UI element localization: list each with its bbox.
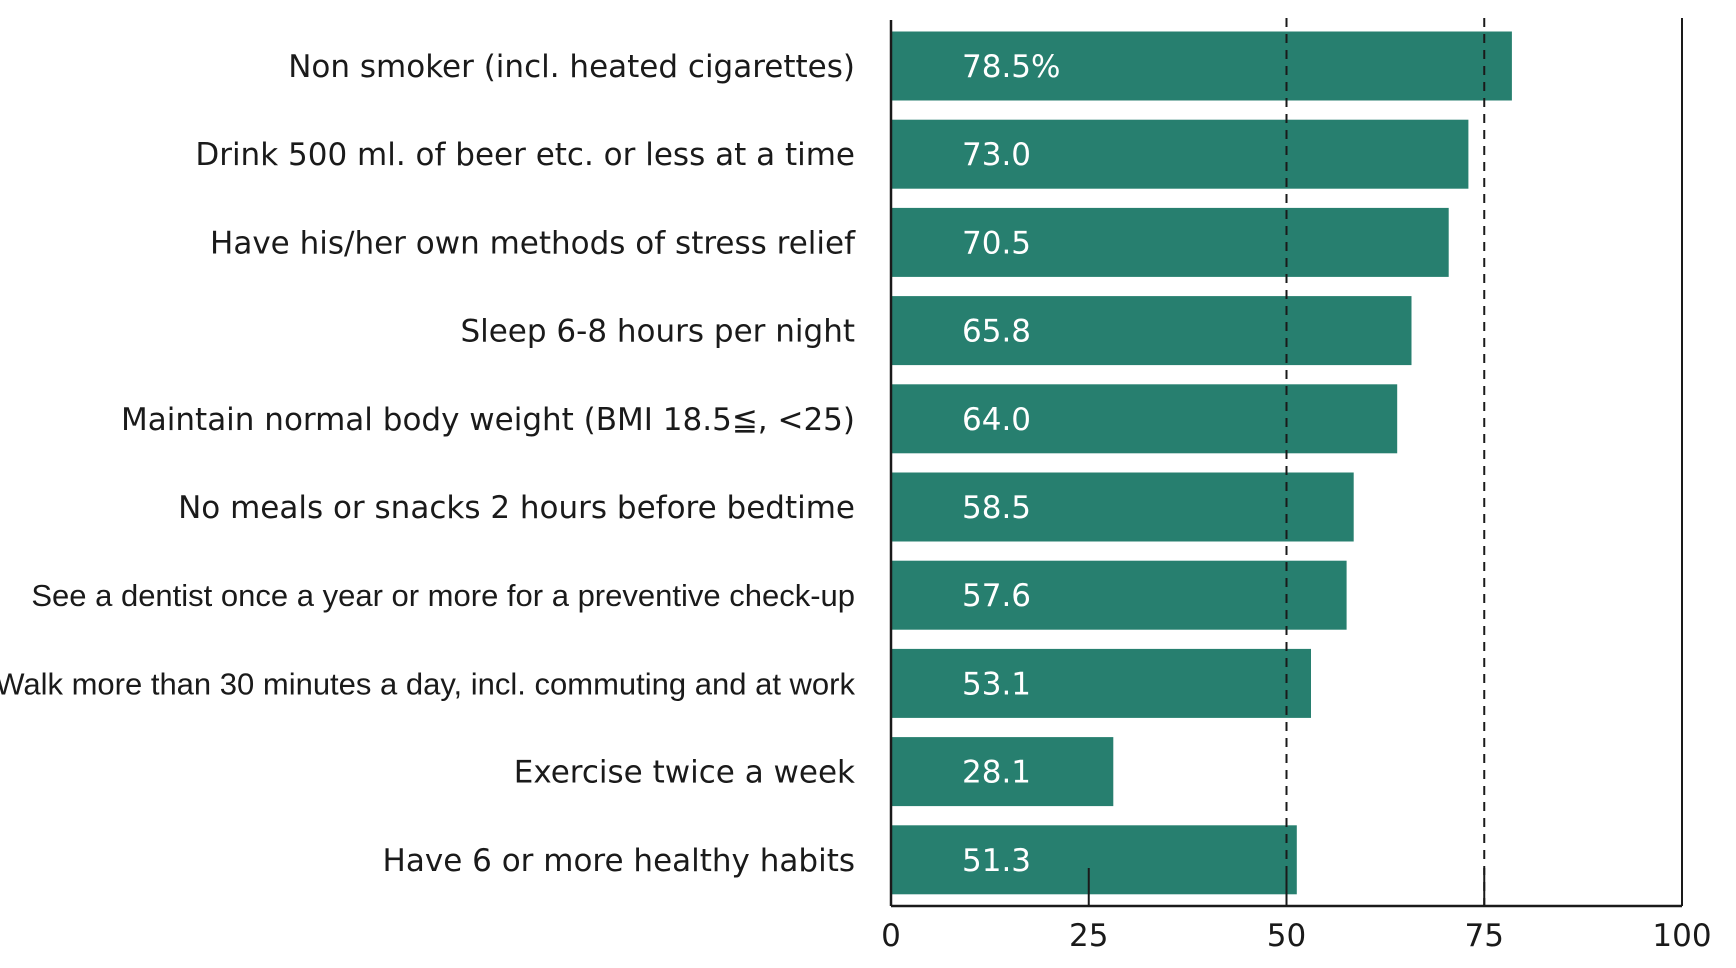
x-tick-label: 25 (1069, 918, 1108, 954)
category-label: Sleep 6-8 hours per night (460, 314, 855, 350)
bar-value-label: 73.0 (962, 137, 1031, 173)
category-label: No meals or snacks 2 hours before bedtim… (178, 490, 855, 526)
x-tick-label: 0 (881, 918, 901, 954)
bar (891, 648, 1311, 718)
bar-value-label: 51.3 (962, 843, 1031, 879)
category-label: Exercise twice a week (514, 755, 855, 791)
category-label: Walk more than 30 minutes a day, incl. c… (0, 666, 856, 701)
bar-value-label: 58.5 (962, 490, 1031, 526)
bar (891, 207, 1449, 277)
bar (891, 296, 1412, 366)
bar (891, 384, 1398, 454)
bar (891, 31, 1512, 101)
category-label: Maintain normal body weight (BMI 18.5≦, … (121, 402, 855, 438)
category-labels-group: Non smoker (incl. heated cigarettes) Drin… (0, 49, 856, 879)
category-label: Have his/her own methods of stress relie… (210, 225, 856, 261)
category-label: Drink 500 ml. of beer etc. or less at a … (195, 137, 855, 173)
value-labels-group: 78.5% 73.0 70.5 65.8 64.0 58.5 57.6 53.1 28.1 51.… (962, 49, 1060, 879)
bar (891, 472, 1354, 542)
bar (891, 560, 1347, 630)
category-label: Non smoker (incl. heated cigarettes) (288, 49, 855, 85)
reference-lines-group (1285, 18, 1486, 906)
bar-value-label: 57.6 (962, 578, 1031, 614)
bars-group (891, 31, 1512, 895)
x-tick-label: 75 (1465, 918, 1504, 954)
bar-value-label: 53.1 (962, 666, 1031, 702)
bar (891, 825, 1297, 895)
x-tick-label: 50 (1267, 918, 1306, 954)
bar-value-label: 70.5 (962, 225, 1031, 261)
category-label: See a dentist once a year or more for a … (31, 578, 855, 613)
bar (891, 737, 1114, 807)
bar-value-label: 64.0 (962, 402, 1031, 438)
bar-value-label: 28.1 (962, 755, 1031, 791)
bar (891, 119, 1469, 189)
x-ticks-group: 0 25 50 75 100 (881, 868, 1712, 954)
bar-value-label: 65.8 (962, 314, 1031, 350)
category-label: Have 6 or more healthy habits (383, 843, 855, 879)
bar-value-label: 78.5% (962, 49, 1060, 85)
x-tick-label: 100 (1652, 918, 1711, 954)
